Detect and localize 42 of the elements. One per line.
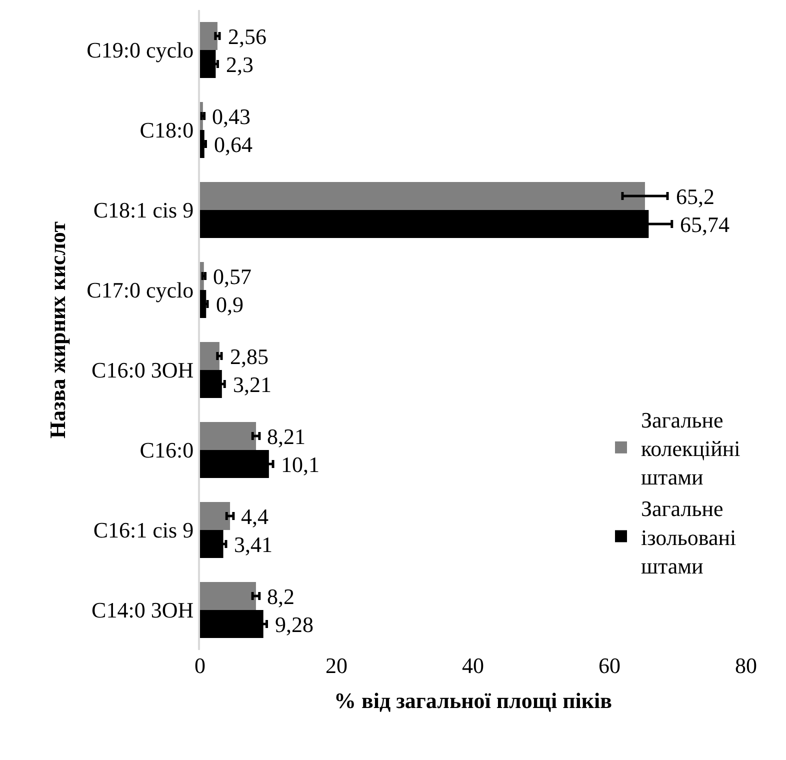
bar	[200, 422, 256, 450]
y-tick-label: C16:0 3OH	[92, 358, 194, 383]
bar	[200, 342, 220, 370]
data-label: 0,57	[213, 264, 252, 289]
y-tick-label: C16:0	[140, 438, 194, 463]
data-label: 9,28	[275, 612, 314, 637]
y-tick-label: C18:1 cis 9	[93, 198, 194, 223]
data-label: 8,2	[267, 584, 294, 609]
data-label: 10,1	[281, 452, 320, 477]
bar	[200, 182, 645, 210]
x-tick-label: 20	[326, 653, 348, 678]
y-tick-label: C16:1 cis 9	[93, 518, 194, 543]
data-label: 3,41	[234, 532, 272, 557]
legend-label: Загальне колекційні штами	[641, 407, 740, 490]
data-label: 65,2	[676, 184, 714, 209]
bar	[200, 582, 256, 610]
y-axis-title: Назва жирних кислот	[44, 221, 70, 439]
data-label: 65,74	[680, 212, 730, 237]
bar	[200, 530, 224, 558]
data-label: 0,43	[212, 104, 250, 129]
x-tick-label: 40	[462, 653, 484, 678]
y-tick-label: C14:0 3OH	[92, 598, 194, 623]
x-tick-label: 0	[194, 653, 206, 678]
bar	[200, 50, 216, 78]
legend-label: Загальне ізольовані штами	[641, 496, 736, 578]
data-label: 3,21	[233, 372, 272, 397]
y-tick-label: C17:0 cyclo	[86, 278, 194, 303]
data-label: 8,21	[267, 424, 306, 449]
bar	[200, 502, 230, 530]
x-axis-title: % від загальної площі піків	[334, 688, 612, 713]
data-label: 2,3	[226, 52, 254, 77]
bar	[200, 22, 218, 50]
data-label: 2,85	[230, 344, 268, 369]
x-tick-label: 60	[598, 653, 620, 678]
data-label: 0,64	[214, 132, 252, 157]
x-tick-label: 80	[735, 653, 757, 678]
y-tick-label: C18:0	[140, 118, 194, 143]
bar	[200, 370, 222, 398]
data-label: 0,9	[216, 292, 244, 317]
y-tick-label: C19:0 cyclo	[86, 38, 194, 63]
data-label: 4,4	[241, 504, 268, 529]
data-label: 2,56	[228, 24, 266, 49]
